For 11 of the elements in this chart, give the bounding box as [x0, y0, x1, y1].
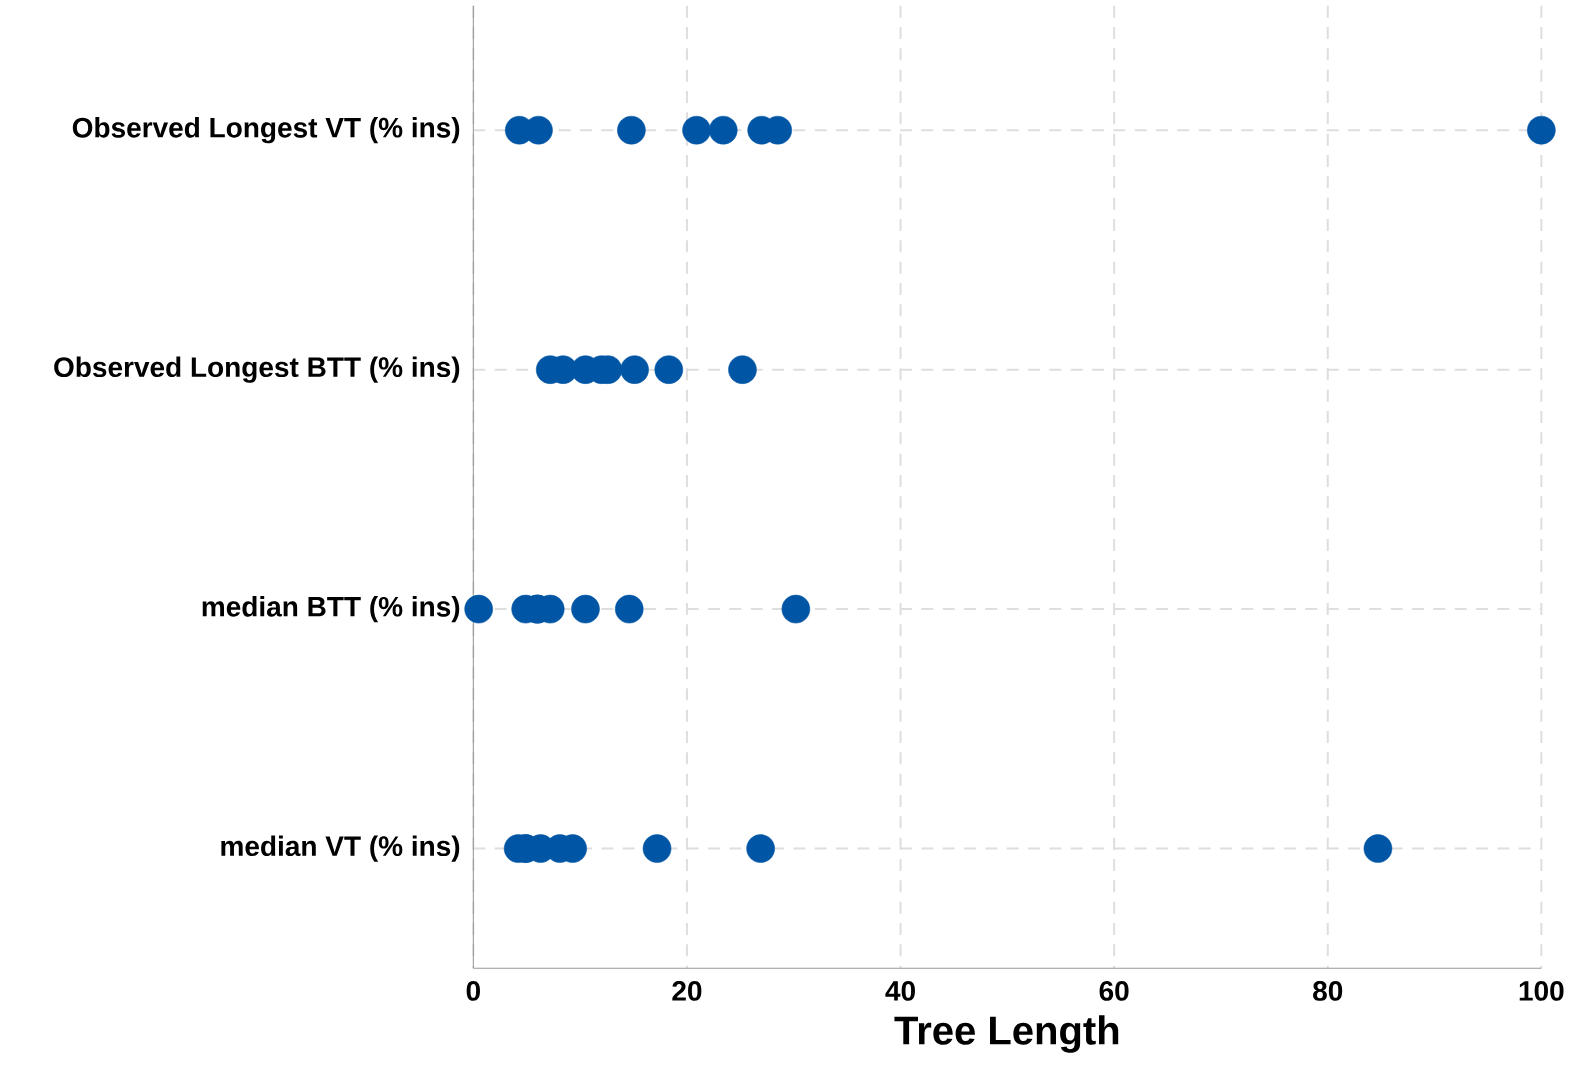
y-tick-label: Observed Longest VT (% ins) — [72, 117, 460, 144]
x-tick-label: 60 — [1099, 981, 1129, 1001]
x-tick-label: 0 — [466, 981, 480, 1001]
x-tick-label: 40 — [885, 981, 915, 1001]
x-axis-title: Tree Length — [894, 1015, 1119, 1053]
y-tick-label: median VT (% ins) — [221, 835, 460, 862]
x-tick-label: 20 — [672, 981, 702, 1001]
y-tick-label: median BTT (% ins) — [202, 596, 460, 623]
x-tick-label: 100 — [1519, 981, 1564, 1001]
y-tick-label: Observed Longest BTT (% ins) — [54, 356, 460, 383]
x-tick-label: 80 — [1313, 981, 1343, 1001]
